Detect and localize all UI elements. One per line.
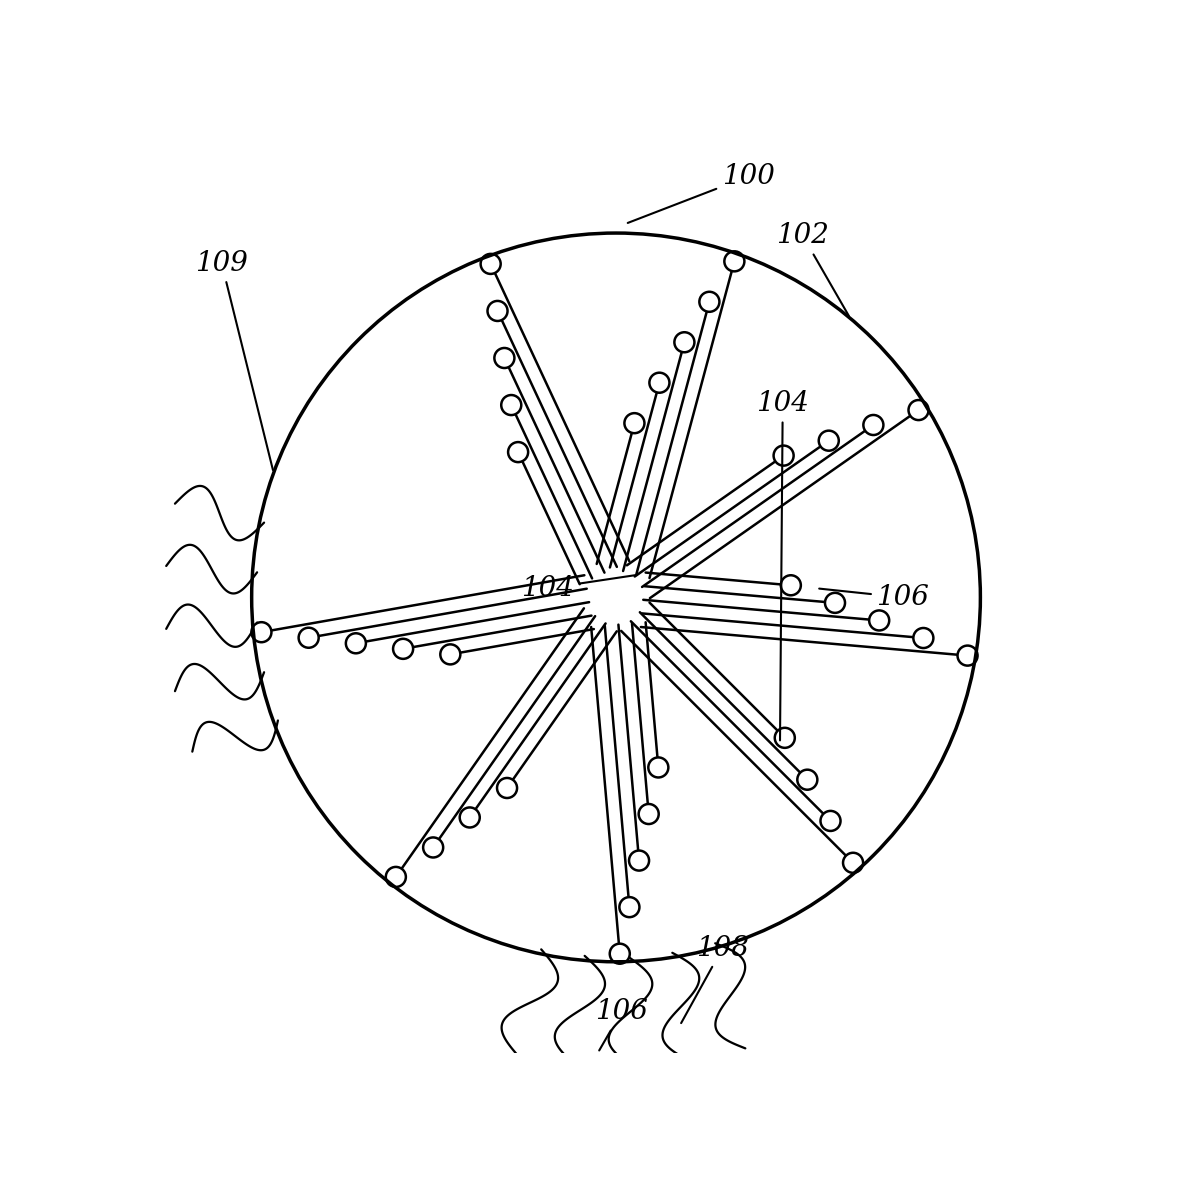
Circle shape [863,415,883,435]
Circle shape [774,446,793,466]
Circle shape [725,251,744,271]
Circle shape [649,373,670,393]
Text: 108: 108 [682,935,749,1023]
Circle shape [459,808,480,827]
Circle shape [914,628,934,648]
Circle shape [821,810,840,830]
Circle shape [674,332,695,353]
Circle shape [423,838,444,858]
Text: 104: 104 [756,390,809,741]
Circle shape [700,292,720,312]
Circle shape [440,645,460,665]
Circle shape [298,628,319,648]
Circle shape [819,431,839,451]
Circle shape [775,728,795,748]
Circle shape [346,633,365,653]
Text: 106: 106 [820,584,929,610]
Text: 102: 102 [776,222,849,316]
Circle shape [869,610,889,631]
Circle shape [481,254,501,274]
Text: 106: 106 [595,998,648,1051]
Circle shape [781,575,801,595]
Circle shape [496,778,517,799]
Circle shape [393,639,413,659]
Text: 100: 100 [627,163,774,222]
Circle shape [825,593,845,613]
Circle shape [488,300,507,321]
Circle shape [624,413,644,433]
Circle shape [251,622,272,642]
Text: 109: 109 [195,250,273,470]
Circle shape [909,400,929,420]
Circle shape [386,867,406,887]
Circle shape [494,348,514,368]
Circle shape [648,757,668,777]
Circle shape [501,395,522,415]
Circle shape [843,853,863,873]
Circle shape [629,851,649,871]
Circle shape [609,944,630,964]
Circle shape [508,442,528,463]
Circle shape [958,646,977,666]
Text: 104: 104 [522,575,636,602]
Circle shape [619,897,639,917]
Circle shape [638,804,659,825]
Circle shape [797,770,817,790]
